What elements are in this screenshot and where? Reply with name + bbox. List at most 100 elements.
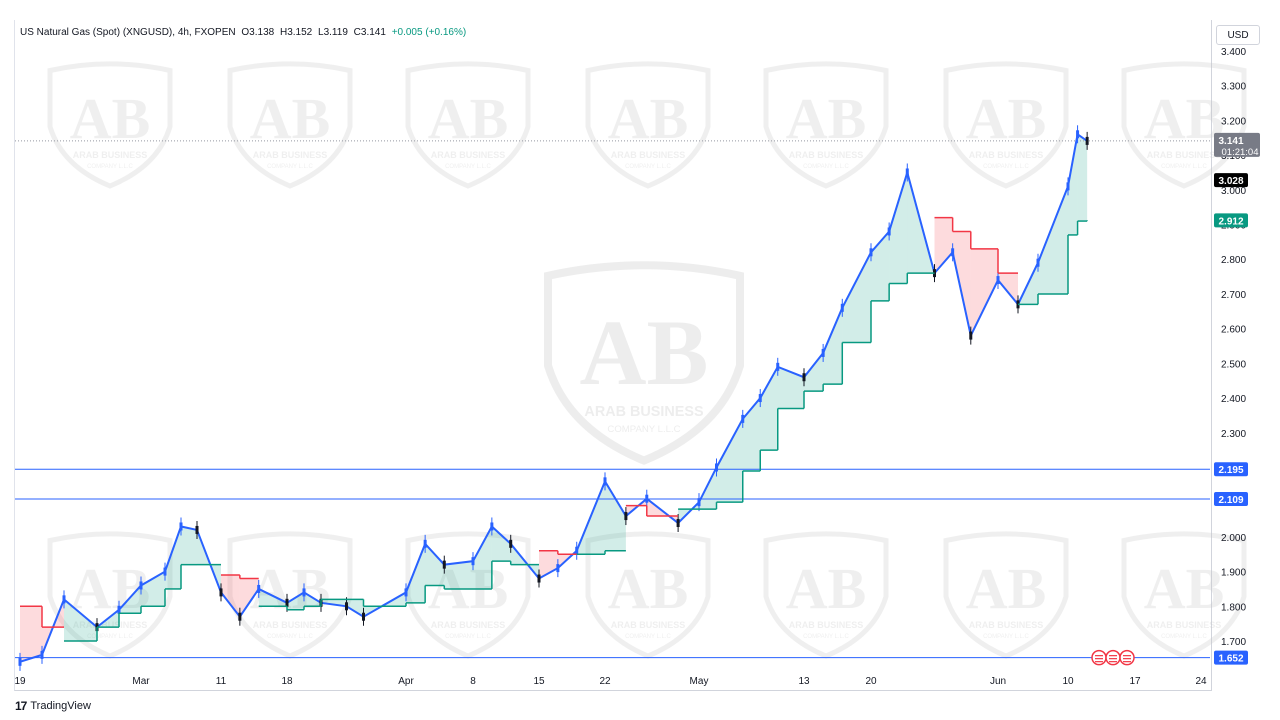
y-tick-label: 3.300 [1221,82,1246,93]
watermark-shield-outline [943,61,1069,189]
x-tick-label: 11 [216,676,227,687]
supertrend-fill [777,366,804,409]
price-line [19,132,1088,663]
watermark-letters: AB [1144,86,1225,151]
supertrend-fill [952,231,971,336]
price-series-layer [18,125,1089,671]
ohlc-change: +0.005 (+0.16%) [391,27,467,38]
watermark-shield-outline [544,261,744,465]
watermark-brand: ARAB BUSINESS [611,150,686,160]
watermark-shield-outline [943,531,1069,659]
supertrend-fill [20,606,42,662]
candle-body [40,650,44,659]
watermark-shield-outline [763,531,889,659]
tradingview-logo-icon: 17 [15,699,27,713]
candle-body [537,574,541,583]
price-tag-last-countdown: 01:21:04 [1222,147,1259,158]
candle-body [676,519,680,527]
price-tag-green-label: 2.912 [1218,216,1243,227]
supertrend-fill [1068,134,1078,235]
level-lines [15,140,1210,659]
supertrend-fill [1077,134,1088,222]
y-tick-label: 3.200 [1221,116,1246,127]
us-flag-event-icon [1119,649,1135,666]
watermark-letters: AB [608,86,689,151]
ohlc-close: C3.141 [353,27,386,38]
y-tick-label: 1.800 [1221,602,1246,613]
watermark-brand: ARAB BUSINESS [969,620,1044,630]
candle-body [905,168,909,177]
watermark-sub: COMPANY L.L.C [267,164,313,170]
candle-body [285,598,289,607]
candle-body [840,303,844,312]
x-tick-label: Apr [398,676,414,687]
candle-body [362,612,365,621]
candle-body [603,477,607,486]
price-tag-black-label: 3.028 [1218,176,1243,187]
supertrend-fill [444,561,473,589]
level-tag-label: 2.195 [1218,465,1243,476]
supertrend-fill [239,578,259,617]
x-tick-label: 22 [599,676,611,687]
tradingview-brand: TradingView [30,700,91,712]
supertrend-fill [804,352,824,392]
watermark-brand: ARAB BUSINESS [611,620,686,630]
candle-body [195,525,199,534]
y-tick-label: 3.400 [1221,47,1246,58]
candle-body [238,612,242,621]
watermark-shield-outline [405,531,531,659]
x-tick-label: 8 [470,676,476,687]
candle-body [117,605,121,614]
candle-body [404,588,408,597]
watermark-brand: ARAB BUSINESS [253,620,328,630]
x-tick-label: Mar [132,676,150,687]
x-axis: 19 Mar 11 18 Apr 8 15 22 May 13 20 Jun 10 17 24 [14,676,1207,687]
candle-body [1076,130,1080,139]
supertrend-fill [181,526,197,565]
x-tick-label: 15 [533,676,545,687]
y-tick-label: 2.000 [1221,533,1246,544]
y-tick-label: 2.400 [1221,394,1246,405]
economic-events [1091,649,1135,666]
watermark-brand: ARAB BUSINESS [1147,150,1222,160]
x-tick-label: 20 [865,676,877,687]
watermark-letters: AB [250,86,331,151]
candle-body [758,394,762,403]
candle-body [645,494,649,503]
supertrend-fill [716,418,743,503]
candle-body [821,348,825,357]
currency-button[interactable]: USD [1216,25,1260,45]
supertrend-fill [760,366,778,451]
x-tick-label: 24 [1195,676,1207,687]
level-tag-label: 1.652 [1218,654,1243,665]
candle-body [802,373,806,382]
symbol-title[interactable]: US Natural Gas (Spot) (XNGUSD), 4h, FXOP… [20,27,236,38]
candle-body [163,567,167,576]
y-tick-label: 1.900 [1221,568,1246,579]
y-tick-label: 2.600 [1221,325,1246,336]
watermark-sub: COMPANY L.L.C [87,634,133,640]
watermark-shield-outline [585,531,711,659]
watermark-brand: ARAB BUSINESS [584,404,704,420]
tradingview-footer[interactable]: 17 TradingView [15,699,91,713]
watermark-shield-outline [763,61,889,189]
candle-body [509,539,513,548]
candle-body [951,248,955,257]
candle-body [219,588,223,597]
x-tick-label: May [690,676,709,687]
candle-body [575,546,579,555]
candle-body [776,362,780,371]
supertrend-fill [871,231,890,301]
